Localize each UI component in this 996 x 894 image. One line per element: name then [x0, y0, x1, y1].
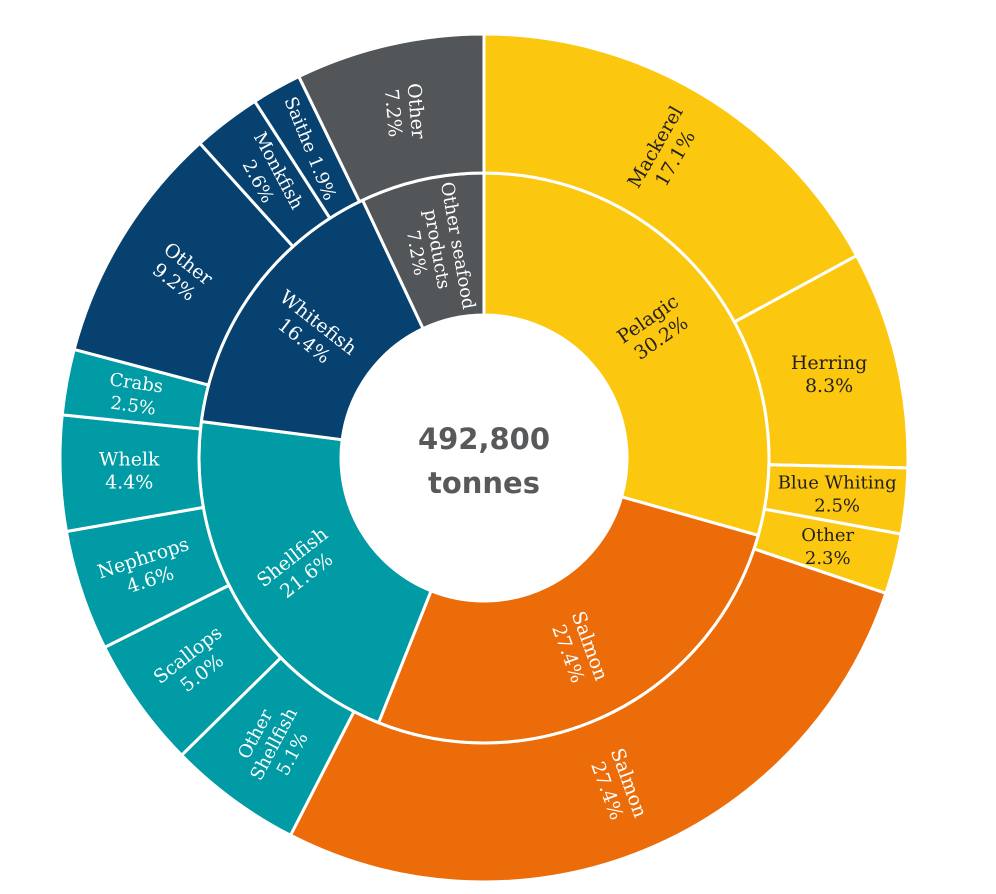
outer-segment-salmon-salmon — [288, 547, 888, 884]
outer-segment-pelagic-mackerel — [482, 32, 859, 325]
outer-label-pelagic-blue-whiting: Blue Whiting 2.5% — [778, 473, 897, 517]
center-total-value: 492,800 — [418, 422, 550, 456]
outer-label-pelagic-other: Other 2.3% — [801, 525, 854, 569]
outer-label-shellfish-whelk: Whelk 4.4% — [99, 448, 160, 493]
segment-labels: Pelagic30.2%Salmon27.4%Shellfish21.6%Whi… — [95, 82, 897, 823]
outer-label-other-seafood-products-other: Other7.2% — [380, 82, 430, 142]
center-hole — [341, 315, 627, 601]
outer-ring — [58, 32, 910, 884]
center-total-unit: tonnes — [428, 466, 540, 500]
outer-segment-other-seafood-products-other — [296, 32, 486, 204]
outer-label-shellfish-other-shellfish: OtherShellfish5.1% — [228, 694, 321, 794]
outer-label-pelagic-herring: Herring 8.3% — [791, 352, 867, 397]
